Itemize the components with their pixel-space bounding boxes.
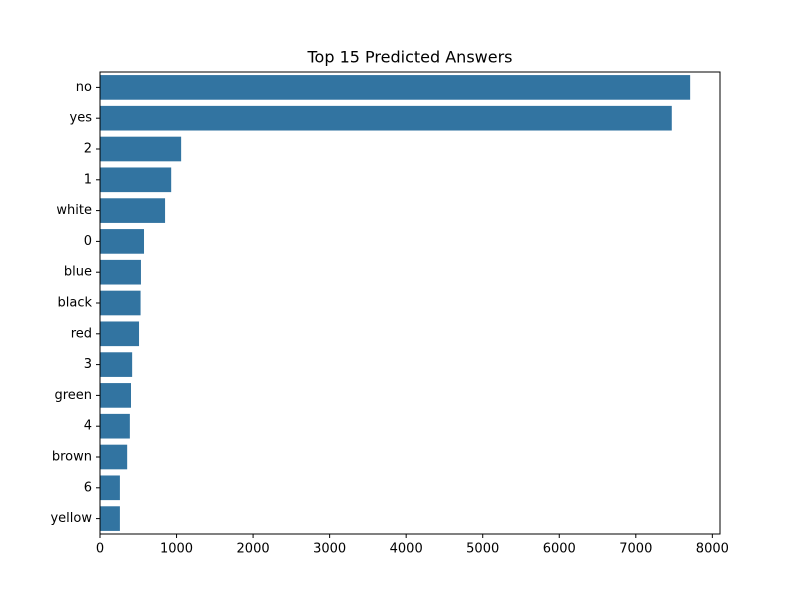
y-tick-label: red bbox=[71, 326, 92, 341]
y-tick-label: 2 bbox=[84, 142, 92, 157]
bar bbox=[100, 75, 691, 100]
y-tick-label: 1 bbox=[84, 172, 92, 187]
bar bbox=[100, 290, 141, 316]
x-tick-label: 3000 bbox=[313, 542, 346, 557]
bar bbox=[100, 229, 145, 254]
chart-title: Top 15 Predicted Answers bbox=[307, 48, 513, 67]
bar bbox=[100, 475, 120, 501]
bar bbox=[100, 383, 131, 408]
bar bbox=[100, 413, 130, 439]
x-tick-label: 0 bbox=[96, 542, 104, 557]
y-tick-label: black bbox=[57, 296, 92, 311]
x-tick-label: 4000 bbox=[390, 542, 423, 557]
bar bbox=[100, 321, 140, 347]
bar bbox=[100, 198, 166, 223]
bar bbox=[100, 506, 120, 531]
y-tick-label: 6 bbox=[84, 480, 92, 495]
y-tick-label: blue bbox=[64, 265, 92, 280]
x-tick-label: 2000 bbox=[237, 542, 270, 557]
y-tick-label: brown bbox=[52, 450, 92, 465]
bar bbox=[100, 136, 182, 162]
x-tick-label: 5000 bbox=[466, 542, 499, 557]
x-tick-label: 7000 bbox=[619, 542, 652, 557]
y-tick-label: green bbox=[54, 388, 92, 403]
x-tick-label: 6000 bbox=[543, 542, 576, 557]
y-tick-label: no bbox=[76, 80, 92, 95]
bar bbox=[100, 259, 141, 285]
bar bbox=[100, 352, 133, 377]
y-tick-label: 4 bbox=[84, 419, 92, 434]
axes-frame bbox=[99, 71, 721, 535]
x-tick-label: 8000 bbox=[696, 542, 729, 557]
bar bbox=[100, 167, 172, 193]
y-tick-label: yellow bbox=[50, 511, 92, 526]
bar bbox=[100, 105, 672, 131]
bar bbox=[100, 444, 128, 470]
y-tick-label: 3 bbox=[84, 357, 92, 372]
y-tick-label: 0 bbox=[84, 234, 92, 249]
y-tick-label: white bbox=[56, 203, 92, 218]
x-tick-label: 1000 bbox=[160, 542, 193, 557]
y-tick-label: yes bbox=[70, 111, 93, 126]
